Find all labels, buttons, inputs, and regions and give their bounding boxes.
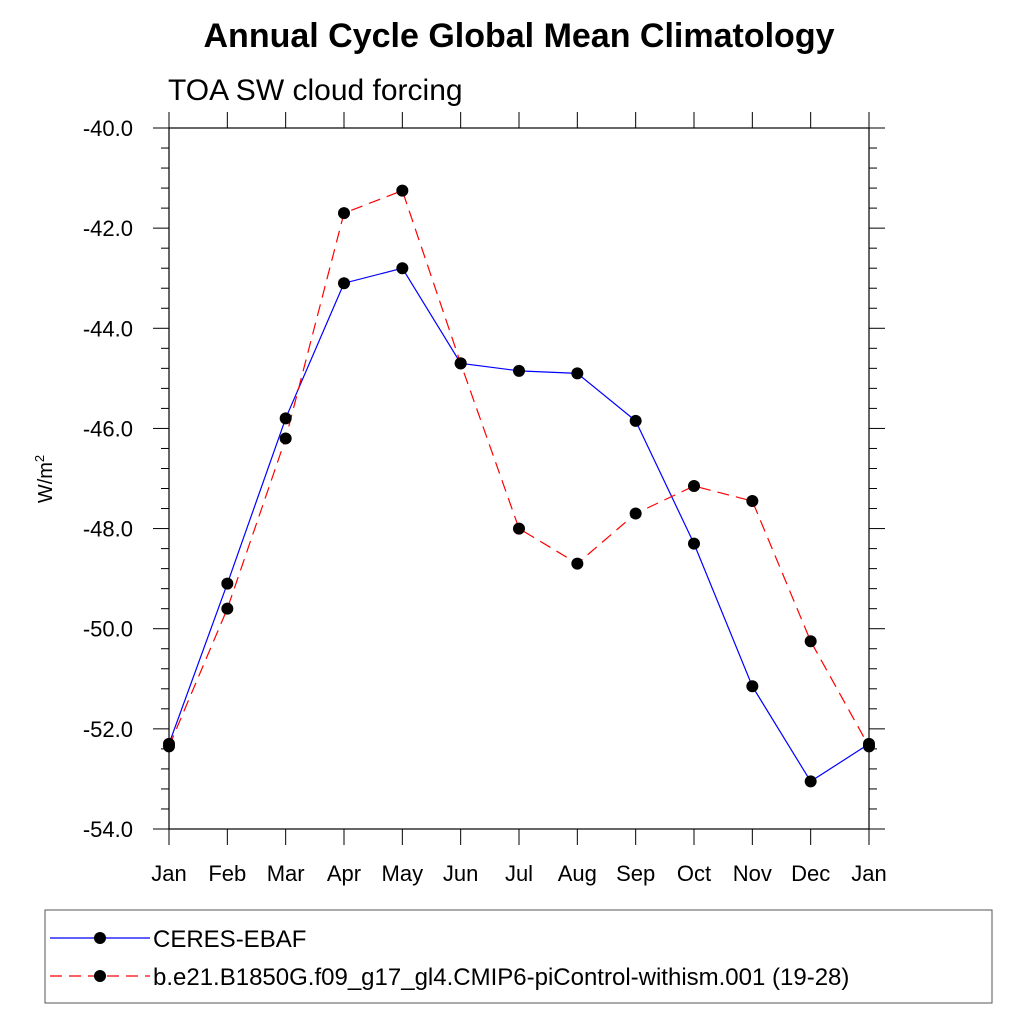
legend-box: [44, 909, 993, 1004]
y-tick-label: -52.0: [83, 717, 133, 742]
series-1-point: [279, 432, 292, 445]
series-0-point: [279, 412, 292, 425]
series-1-point: [746, 495, 759, 508]
x-tick-label: Aug: [558, 861, 597, 886]
x-tick-label: Sep: [616, 861, 655, 886]
y-axis-label-superscript: 2: [32, 455, 47, 462]
y-axis-label: W/m2: [32, 455, 57, 503]
series-1-point: [571, 557, 584, 570]
series-0-point: [688, 537, 700, 550]
legend-swatch-marker-0: [94, 932, 106, 944]
legend-swatch-marker-1: [94, 970, 106, 982]
y-tick-label: -44.0: [83, 316, 133, 341]
x-tick-label: Jan: [851, 861, 886, 886]
x-tick-label: Nov: [733, 861, 772, 886]
series-1-point: [513, 522, 525, 535]
series-0-point: [629, 414, 642, 427]
series-0-point: [804, 775, 817, 788]
series-1-point: [629, 507, 642, 520]
y-tick-label: -50.0: [83, 617, 133, 642]
x-tick-label: Jun: [443, 861, 478, 886]
series-1-point: [804, 635, 817, 648]
plot-area: -40.0 -42.0 -44.0 -46.0 -48.0 -50.0 -52.0 -54.0…: [83, 112, 887, 886]
x-tick-label: Jul: [505, 861, 533, 886]
series-line-1: [168, 189, 870, 747]
x-tick-label: Feb: [208, 861, 246, 886]
chart-subtitle: TOA SW cloud forcing: [168, 74, 463, 107]
y-axis-label-text: W/m: [35, 462, 57, 503]
series-0-point: [571, 367, 584, 380]
series-1-point: [863, 740, 875, 753]
series-1-point: [163, 740, 175, 753]
x-tick-label: Oct: [677, 861, 711, 886]
series-1-point: [396, 184, 409, 197]
chart-title: Annual Cycle Global Mean Climatology: [204, 17, 835, 55]
series-0-point: [338, 277, 350, 290]
x-tick-label: Dec: [791, 861, 830, 886]
series-0-point: [396, 262, 409, 275]
x-tick-label: Mar: [267, 861, 305, 886]
x-tick-label: Jan: [151, 861, 186, 886]
legend: CERES-EBAF b.e21.B1850G.f09_g17_gl4.CMIP6…: [44, 909, 993, 1004]
series-1-point: [338, 207, 350, 220]
y-tick-label: -46.0: [83, 416, 133, 441]
y-tick-label: -54.0: [83, 817, 133, 842]
x-tick-label: May: [382, 861, 424, 886]
plot-frame: [168, 127, 870, 830]
y-tick-label: -42.0: [83, 216, 133, 241]
legend-label-1: b.e21.B1850G.f09_g17_gl4.CMIP6-piControl…: [153, 964, 849, 991]
y-tick-label: -48.0: [83, 517, 133, 542]
series-0-point: [746, 680, 759, 693]
series-0-point: [513, 364, 525, 377]
series-0-point: [221, 577, 234, 590]
series-1-point: [221, 602, 234, 615]
series-1-point: [688, 480, 700, 493]
y-tick-label: -40.0: [83, 116, 133, 141]
legend-label-0: CERES-EBAF: [153, 926, 306, 953]
x-tick-label: Apr: [327, 861, 361, 886]
series-1-point: [454, 357, 467, 370]
